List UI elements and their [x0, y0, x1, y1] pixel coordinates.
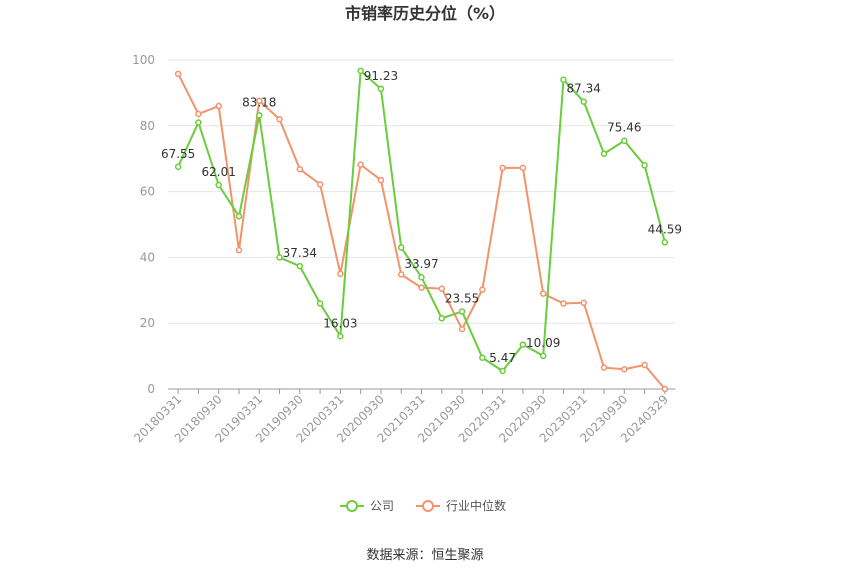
data-point[interactable]: [215, 102, 222, 110]
data-point[interactable]: [296, 262, 304, 270]
data-point[interactable]: [621, 366, 628, 373]
data-label: 44.59: [648, 222, 682, 236]
data-point[interactable]: [174, 70, 182, 78]
data-label: 83.18: [242, 95, 276, 109]
data-point[interactable]: [600, 150, 608, 158]
data-point[interactable]: [357, 67, 364, 75]
data-point[interactable]: [499, 367, 506, 375]
data-point[interactable]: [235, 213, 243, 220]
data-labels: 67.55 62.01 83.18 37.34 16.03 91.23 33.97 23.55…: [161, 69, 682, 365]
data-label: 37.34: [283, 246, 317, 260]
legend-label: 公司: [370, 499, 394, 513]
data-point[interactable]: [621, 137, 628, 144]
data-point[interactable]: [539, 290, 547, 297]
data-label: 62.01: [202, 165, 236, 179]
data-point[interactable]: [519, 341, 527, 348]
data-point[interactable]: [418, 284, 425, 291]
data-label: 75.46: [607, 121, 641, 135]
data-point[interactable]: [316, 300, 324, 307]
data-point[interactable]: [438, 285, 446, 292]
series-company: [174, 67, 669, 375]
data-point[interactable]: [580, 299, 587, 307]
y-tick-label: 80: [140, 119, 155, 133]
source-note: 数据来源：恒生聚源: [366, 548, 483, 563]
data-point[interactable]: [560, 300, 567, 307]
data-point[interactable]: [276, 115, 283, 123]
data-point[interactable]: [276, 254, 283, 261]
data-point[interactable]: [438, 315, 446, 322]
legend-swatch-marker: [422, 500, 434, 512]
data-point[interactable]: [316, 181, 324, 188]
series-layer: [174, 67, 669, 393]
data-point[interactable]: [397, 271, 405, 278]
data-label: 23.55: [445, 292, 479, 306]
series-industry-median: [174, 70, 669, 393]
data-label: 33.97: [404, 257, 438, 271]
legend[interactable]: 公司 行业中位数: [340, 498, 506, 513]
data-point[interactable]: [337, 333, 344, 340]
y-axis: 0 20 40 60 80 100: [132, 53, 155, 396]
data-point[interactable]: [195, 110, 202, 118]
data-point[interactable]: [479, 354, 486, 361]
data-label: 67.55: [161, 147, 195, 161]
data-point[interactable]: [235, 246, 243, 254]
data-point[interactable]: [174, 163, 182, 171]
data-point[interactable]: [519, 164, 527, 172]
data-point[interactable]: [560, 76, 567, 83]
data-point[interactable]: [377, 85, 385, 93]
data-point[interactable]: [418, 273, 425, 281]
y-tick-label: 100: [132, 53, 155, 67]
legend-label: 行业中位数: [446, 498, 506, 513]
y-tick-label: 60: [140, 185, 155, 199]
data-point[interactable]: [600, 364, 608, 371]
data-point[interactable]: [296, 165, 304, 173]
data-point[interactable]: [661, 239, 669, 246]
data-point[interactable]: [580, 98, 587, 105]
y-tick-label: 0: [147, 382, 155, 396]
data-point[interactable]: [377, 176, 385, 184]
y-tick-label: 20: [140, 316, 155, 330]
data-label: 16.03: [323, 316, 357, 330]
data-point[interactable]: [479, 286, 486, 293]
legend-item-company[interactable]: 公司: [340, 499, 394, 513]
data-point[interactable]: [256, 112, 263, 119]
data-point[interactable]: [641, 361, 648, 369]
x-axis: 2018033120180930201903312019093020200331…: [131, 388, 675, 445]
data-label: 5.47: [489, 351, 516, 365]
legend-swatch-marker: [346, 500, 358, 512]
data-point[interactable]: [337, 270, 344, 278]
data-point[interactable]: [539, 352, 547, 360]
data-point[interactable]: [499, 164, 506, 172]
data-point[interactable]: [458, 325, 466, 333]
data-point[interactable]: [458, 308, 466, 315]
data-point[interactable]: [661, 385, 669, 393]
data-point[interactable]: [641, 162, 648, 169]
data-label: 91.23: [364, 69, 398, 83]
data-label: 87.34: [567, 82, 601, 96]
data-point[interactable]: [256, 97, 263, 105]
data-label: 10.09: [526, 336, 560, 350]
data-point[interactable]: [397, 244, 405, 251]
data-point[interactable]: [357, 161, 364, 168]
legend-item-industry-median[interactable]: 行业中位数: [416, 498, 506, 513]
data-point[interactable]: [195, 119, 202, 126]
chart-title: 市销率历史分位（%）: [345, 4, 505, 23]
data-point[interactable]: [215, 181, 222, 189]
y-tick-label: 40: [140, 250, 155, 264]
